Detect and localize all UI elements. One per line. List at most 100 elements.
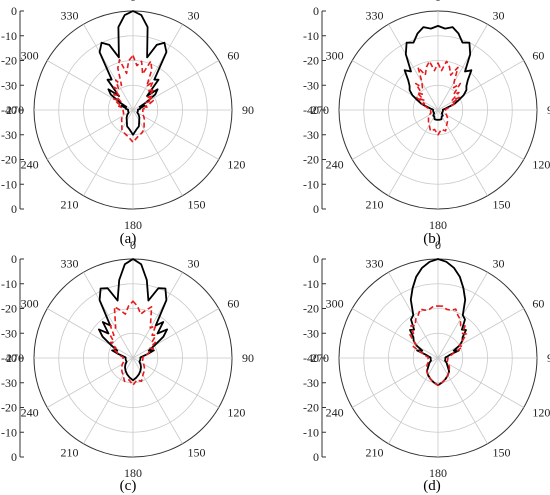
angle-tick-label: 60	[227, 49, 239, 63]
angle-tick-label: 330	[366, 9, 384, 23]
polar-spoke	[437, 109, 488, 196]
polar-spoke	[388, 109, 439, 196]
panel-label: (b)	[423, 231, 441, 247]
radial-tick-label: -10	[303, 29, 319, 43]
angle-tick-label: 90	[242, 103, 254, 117]
radial-tick-label: -20	[1, 401, 17, 415]
radial-tick-label: -20	[303, 401, 319, 415]
angle-tick-label: 60	[227, 297, 239, 311]
polar-panel-b: 0 30 60 90 120 150 180 210 240 270 300 330 0 -10 -20 -3…	[303, 0, 550, 247]
polar-spoke	[437, 357, 524, 408]
angle-tick-label: 270	[311, 103, 329, 117]
angle-tick-label: 210	[61, 197, 79, 211]
polar-spoke	[132, 357, 183, 444]
radial-tick-label: -30	[1, 78, 17, 92]
polar-spoke	[388, 24, 439, 111]
angle-tick-label: 120	[532, 406, 550, 420]
angle-tick-label: 0	[130, 0, 136, 4]
polar-spoke	[132, 308, 219, 359]
radial-tick-label: 0	[11, 202, 17, 216]
radial-tick-label: 0	[313, 202, 319, 216]
radial-tick-label: 0	[313, 252, 319, 266]
radial-tick-label: 0	[313, 4, 319, 18]
angle-tick-label: 120	[227, 158, 245, 172]
radial-tick-label: -10	[1, 425, 17, 439]
angle-tick-label: 300	[326, 49, 344, 63]
angle-tick-label: 150	[493, 445, 511, 459]
pattern-curve-solid	[403, 25, 473, 121]
radial-tick-label: -20	[303, 302, 319, 316]
polar-spoke	[388, 357, 439, 444]
angle-tick-label: 330	[366, 257, 384, 271]
angle-tick-label: 210	[366, 197, 384, 211]
polar-spoke	[132, 272, 183, 359]
radial-tick-label: -40	[303, 103, 319, 117]
angle-tick-label: 180	[429, 466, 447, 480]
pattern-curve-dashed	[112, 54, 155, 143]
angle-tick-label: 90	[547, 103, 550, 117]
angle-tick-label: 0	[130, 238, 136, 252]
angle-tick-label: 240	[21, 158, 39, 172]
radial-tick-label: -30	[1, 326, 17, 340]
panel-label: (d)	[423, 478, 441, 494]
radial-tick-label: 0	[313, 450, 319, 464]
radial-tick-label: -10	[1, 29, 17, 43]
angle-tick-label: 240	[326, 406, 344, 420]
polar-spoke	[352, 308, 439, 359]
angle-tick-label: 300	[21, 297, 39, 311]
panel-label: (a)	[120, 231, 137, 247]
polar-spoke	[83, 109, 134, 196]
angle-tick-label: 300	[326, 297, 344, 311]
polar-spoke	[352, 109, 439, 160]
angle-tick-label: 60	[532, 49, 544, 63]
angle-tick-label: 30	[188, 257, 200, 271]
angle-tick-label: 210	[61, 445, 79, 459]
radial-tick-label: 0	[11, 450, 17, 464]
angle-tick-label: 120	[227, 406, 245, 420]
polar-spoke	[132, 24, 183, 111]
polar-spoke	[437, 60, 524, 111]
angle-tick-label: 330	[61, 257, 79, 271]
angle-tick-label: 300	[21, 49, 39, 63]
angle-tick-label: 90	[547, 351, 550, 365]
radial-tick-label: -30	[303, 128, 319, 142]
radial-tick-label: -20	[1, 153, 17, 167]
polar-spoke	[352, 60, 439, 111]
polar-spoke	[47, 109, 134, 160]
polar-spoke	[437, 24, 488, 111]
angle-tick-label: 240	[326, 158, 344, 172]
radial-tick-label: -20	[303, 54, 319, 68]
angle-tick-label: 150	[188, 197, 206, 211]
polar-spoke	[437, 308, 524, 359]
angle-tick-label: 180	[124, 466, 142, 480]
radial-tick-label: 0	[11, 4, 17, 18]
radial-tick-label: -10	[1, 277, 17, 291]
radial-tick-label: -20	[303, 153, 319, 167]
polar-spoke	[83, 24, 134, 111]
radial-tick-label: -10	[303, 277, 319, 291]
polar-spoke	[83, 272, 134, 359]
angle-tick-label: 30	[493, 257, 505, 271]
radial-tick-label: -10	[303, 425, 319, 439]
radial-tick-label: -30	[303, 326, 319, 340]
angle-tick-label: 60	[532, 297, 544, 311]
polar-spoke	[437, 109, 524, 160]
radial-tick-label: -40	[1, 103, 17, 117]
angle-tick-label: 270	[311, 351, 329, 365]
radial-tick-label: -40	[1, 351, 17, 365]
pattern-curve-dashed	[109, 300, 157, 386]
radial-tick-label: 0	[11, 252, 17, 266]
angle-tick-label: 120	[532, 158, 550, 172]
pattern-curve-solid	[98, 258, 168, 382]
polar-panel-a: 03060901201501802102402703003300-10-20-3…	[1, 0, 254, 247]
polar-panel-c: 03060901201501802102402703003300-10-20-3…	[1, 238, 254, 494]
polar-spoke	[437, 357, 488, 444]
polar-spoke	[132, 109, 183, 196]
polar-spoke	[352, 357, 439, 408]
angle-tick-label: 240	[21, 406, 39, 420]
angle-tick-label: 90	[242, 351, 254, 365]
pattern-curve-dashed	[408, 305, 468, 386]
polar-panel-d: 0 30 60 90 120 150 180 210 240 270 300 330 0 -10 -20 -3…	[303, 238, 550, 494]
radial-tick-label: -30	[1, 376, 17, 390]
